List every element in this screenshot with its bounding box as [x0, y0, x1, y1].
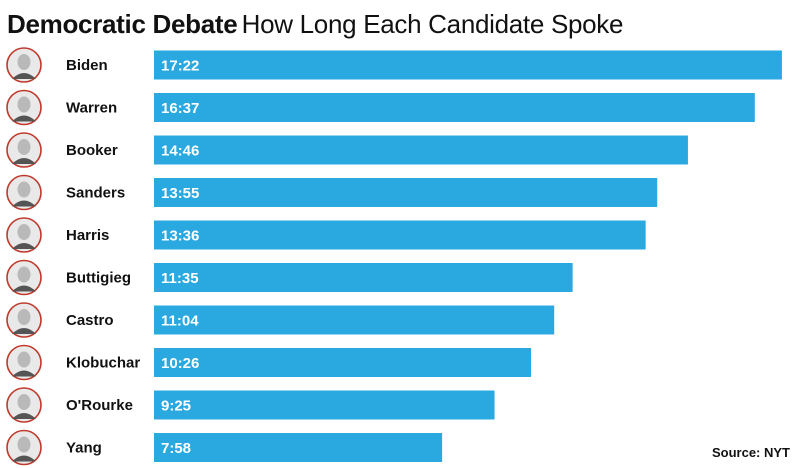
avatar-harris: [6, 217, 42, 253]
category-label-harris: Harris: [66, 227, 109, 244]
category-label-klobuchar: Klobuchar: [66, 355, 140, 372]
data-label-biden: 17:22: [161, 58, 199, 75]
bar-warren: [154, 93, 755, 122]
bar-harris: [154, 220, 646, 250]
avatar-biden: [6, 47, 42, 83]
bar-castro: [154, 305, 555, 335]
bar-buttigieg: [154, 263, 573, 292]
data-label-orourke: 9:25: [161, 398, 191, 415]
bar-klobuchar: [154, 348, 532, 377]
bar-orourke: [154, 390, 495, 420]
bar-booker: [154, 135, 688, 165]
category-label-warren: Warren: [66, 100, 117, 117]
avatar-booker: [6, 132, 42, 168]
avatar-castro: [6, 302, 42, 338]
category-label-buttigieg: Buttigieg: [66, 270, 131, 287]
data-label-warren: 16:37: [161, 100, 199, 117]
category-label-booker: Booker: [66, 142, 118, 159]
category-label-castro: Castro: [66, 312, 114, 329]
category-label-orourke: O'Rourke: [66, 397, 133, 414]
avatar-buttigieg: [6, 259, 42, 296]
data-label-booker: 14:46: [161, 143, 199, 160]
data-label-castro: 11:04: [161, 313, 199, 330]
data-label-buttigieg: 11:35: [161, 270, 199, 287]
avatar-klobuchar: [6, 344, 42, 381]
chart-title: Democratic Debate How Long Each Candidat…: [7, 6, 623, 42]
avatar-warren: [6, 89, 42, 126]
data-label-harris: 13:36: [161, 228, 199, 245]
title-light: How Long Each Candidate Spoke: [241, 9, 624, 39]
avatar-sanders: [6, 174, 42, 211]
category-label-biden: Biden: [66, 57, 108, 74]
bar-sanders: [154, 178, 658, 207]
category-label-yang: Yang: [66, 440, 102, 457]
data-label-yang: 7:58: [161, 440, 191, 457]
avatar-yang: [6, 429, 42, 466]
title-bold: Democratic Debate: [7, 9, 238, 39]
data-label-klobuchar: 10:26: [161, 355, 199, 372]
bar-biden: [154, 50, 782, 80]
category-label-sanders: Sanders: [66, 185, 125, 202]
avatar-orourke: [6, 387, 42, 423]
bar-yang: [154, 433, 443, 462]
data-label-sanders: 13:55: [161, 185, 199, 202]
source-note: Source: NYT: [711, 445, 790, 460]
